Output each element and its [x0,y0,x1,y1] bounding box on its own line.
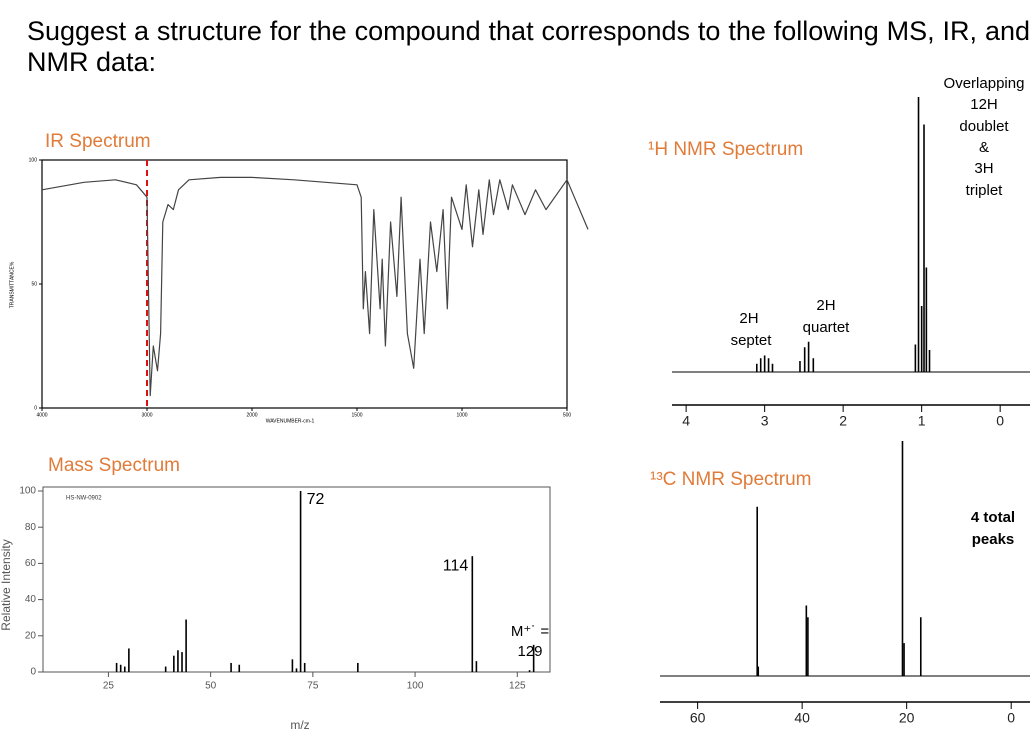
peak-label: 72 [307,491,325,508]
x-tick-label: 0 [996,413,1004,429]
x-tick-label: 3 [761,413,769,429]
x-tick-label: 4 [682,413,690,429]
x-tick-label: 500 [563,412,572,418]
heading: Suggest a structure for the compound tha… [27,16,1030,77]
mass-id: HS-NW-0902 [66,496,102,502]
ir-x-label: WAVENUMBER-cm-1 [266,418,315,424]
plot-frame [41,159,568,409]
peak [471,556,474,672]
x-tick-label: 1 [918,413,926,429]
x-tick-label: 3000 [141,412,152,418]
mass-y-label: Relative Intensity [0,539,13,630]
y-tick-label: 100 [29,157,38,163]
y-tick-label: 40 [25,594,37,605]
peak [303,662,306,672]
x-tick-label: 40 [794,710,810,726]
x-tick-label: 25 [103,681,115,692]
x-tick-label: 0 [1007,710,1015,726]
peak [238,664,241,672]
mass-x-label: m/z [290,718,309,732]
mass-title: Mass Spectrum [48,455,180,476]
x-tick-label: 75 [307,681,319,692]
annotation: & [979,139,989,156]
peak [119,664,122,672]
x-tick-label: 60 [690,710,706,726]
x-tick-label: 4000 [36,412,47,418]
peak [185,619,187,672]
y-tick-label: 50 [31,281,37,287]
peak [295,668,298,672]
spectrum-line [41,176,589,397]
peak [164,666,167,672]
y-tick-label: 0 [30,667,36,678]
x-tick-label: 2000 [246,412,257,418]
peak [291,659,294,672]
annotation: doublet [959,118,1009,135]
y-tick-label: 60 [25,558,37,569]
annotation: quartet [803,319,851,336]
annotation: triplet [966,182,1004,199]
y-tick-label: 0 [34,405,37,411]
annotation: peaks [972,531,1015,548]
x-tick-label: 50 [205,681,217,692]
peak [299,491,302,672]
ir-title: IR Spectrum [45,131,151,152]
annotation: 2H [816,297,835,314]
x-tick-label: 1500 [351,412,362,418]
peak [115,662,118,672]
annotation: septet [731,332,773,349]
x-tick-label: 2 [839,413,847,429]
molecular-ion-label: M⁺˙ = [511,623,550,640]
annotation: 2H [739,310,758,327]
peak [128,648,130,672]
annotation: 12H [970,96,998,113]
h-nmr-title: ¹H NMR Spectrum [648,139,803,160]
x-tick-label: 125 [509,681,526,692]
peak-label: 129 [517,643,542,660]
peak [357,662,359,672]
peak-label: 114 [443,557,469,574]
annotation: Overlapping [944,75,1025,92]
plot-frame [42,486,551,673]
ir-y-label: TRANSMITTANCE% [9,261,15,308]
peak [123,666,126,672]
x-tick-label: 100 [407,681,424,692]
peak [177,650,179,672]
x-tick-label: 1000 [456,412,467,418]
peak [532,644,535,672]
x-tick-label: 20 [899,710,915,726]
peak [230,662,232,672]
annotation: 3H [974,160,993,177]
y-tick-label: 100 [19,486,36,497]
y-tick-label: 80 [25,522,37,533]
y-tick-label: 20 [25,630,37,641]
peak [181,652,183,672]
annotation: 4 total [971,509,1015,526]
peak [528,670,531,672]
c-nmr-title: ¹³C NMR Spectrum [650,469,812,490]
peak [173,655,175,672]
peak [475,661,478,672]
